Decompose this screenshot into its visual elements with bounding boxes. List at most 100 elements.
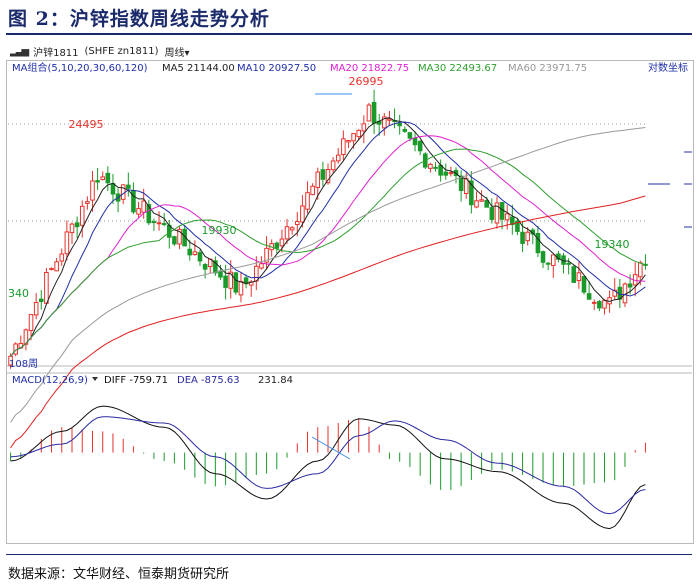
candle-down	[213, 260, 218, 274]
candle-down	[469, 180, 474, 206]
candle-up	[602, 299, 607, 309]
candle-up	[494, 202, 500, 224]
candle-up	[474, 200, 479, 208]
candle-down	[371, 101, 377, 124]
candle-up	[85, 201, 90, 204]
candle-up	[259, 263, 264, 269]
candle-up	[136, 208, 141, 215]
diff-line	[10, 405, 646, 530]
candle-down	[515, 220, 520, 232]
candle-down	[202, 264, 208, 270]
candle-up	[356, 129, 362, 138]
candle-down	[484, 200, 490, 208]
candle-up	[33, 301, 39, 316]
bars-icon[interactable]: ▂▃▅	[10, 45, 29, 57]
candle-up	[351, 133, 356, 142]
candle-down	[74, 222, 80, 228]
candle-up	[346, 139, 351, 143]
period-label: 周线	[164, 47, 185, 59]
price-annotation-high: 26995	[349, 75, 384, 88]
candle-up	[550, 254, 556, 266]
candle-up	[100, 176, 106, 180]
candle-up	[612, 289, 618, 297]
candle-up	[228, 271, 234, 289]
dea-line	[10, 416, 646, 515]
macd-marker-line	[311, 436, 351, 460]
candle-down	[412, 137, 418, 146]
candle-up	[300, 205, 305, 223]
candle-up	[49, 267, 54, 271]
candle-up	[341, 138, 346, 155]
candle-down	[274, 242, 280, 249]
candle-up	[120, 184, 126, 200]
candle-down	[540, 251, 546, 263]
candle-up	[54, 261, 59, 272]
candle-down	[172, 236, 177, 245]
candle-up	[428, 163, 433, 169]
candle-up	[28, 314, 34, 331]
candle-down	[417, 140, 423, 152]
source-note: 数据来源：文华财经、恒泰期货研究所	[8, 567, 230, 582]
candle-down	[223, 275, 228, 288]
candle-down	[520, 231, 525, 244]
candle-up	[387, 118, 392, 121]
candle-up	[177, 228, 182, 245]
ma10-line	[10, 121, 646, 357]
candle-down	[566, 262, 571, 265]
price-annotation-high: 24495	[69, 118, 104, 131]
candle-down	[627, 283, 633, 288]
instrument-name[interactable]: 沪锌1811	[33, 47, 79, 59]
figure-title: 图 2：沪锌指数周线走势分析	[8, 8, 270, 30]
candle-up	[23, 329, 29, 345]
candle-down	[105, 172, 111, 184]
candle-up	[254, 265, 259, 282]
macd-legend-label: MACD(12,26,9)	[12, 375, 88, 386]
candle-up	[64, 231, 70, 255]
candle-down	[571, 266, 577, 283]
candle-up	[591, 301, 597, 304]
ma-legend-ma5: MA5 21144.00	[162, 63, 235, 74]
macd-legend-dea: DEA -875.63	[177, 375, 240, 386]
candle-down	[586, 293, 592, 300]
candle-up	[264, 247, 269, 263]
chart-toolbar: ▂▃▅ 沪锌1811 (SHFE zn1811) 周线▾	[10, 43, 190, 59]
candle-down	[407, 132, 413, 139]
title-rule	[6, 33, 692, 35]
candle-up	[238, 280, 244, 296]
candle-up	[325, 169, 331, 184]
candle-down	[161, 223, 167, 226]
ma-legend-ma10: MA10 20927.50	[237, 63, 316, 74]
macd-legend-macd: 231.84	[258, 375, 293, 386]
candle-up	[382, 116, 387, 129]
macd-legend-diff: DIFF -759.71	[104, 375, 168, 386]
candle-up	[294, 221, 300, 226]
ma-legend-ma30: MA30 22493.67	[418, 63, 497, 74]
candle-down	[458, 175, 464, 191]
candle-down	[433, 166, 438, 169]
candle-down	[545, 262, 551, 265]
candle-up	[310, 185, 315, 196]
candle-up	[44, 272, 49, 304]
candle-up	[79, 205, 85, 226]
candle-up	[504, 213, 510, 221]
candle-down	[146, 204, 152, 224]
candle-down	[443, 171, 449, 176]
candle-down	[218, 270, 223, 278]
candle-up	[361, 123, 367, 132]
candle-up	[576, 272, 582, 282]
candle-up	[289, 227, 295, 231]
ma-legend-ma60: MA60 23971.75	[508, 63, 587, 74]
ma-legend-label: MA组合(5,10,20,30,60,120)	[12, 61, 148, 74]
period-select[interactable]: 周线▾	[165, 44, 190, 59]
candle-down	[581, 276, 587, 293]
price-annotation-low: 19340	[595, 238, 630, 251]
candle-down	[233, 272, 239, 293]
candle-up	[315, 171, 321, 188]
contract-code: (SHFE zn1811)	[84, 45, 159, 57]
candle-down	[510, 216, 515, 226]
bar-count-label: 108周	[9, 358, 38, 370]
candle-up	[463, 178, 469, 194]
ma120-line	[10, 195, 646, 449]
price-annotation-low-left: 340	[8, 287, 29, 300]
